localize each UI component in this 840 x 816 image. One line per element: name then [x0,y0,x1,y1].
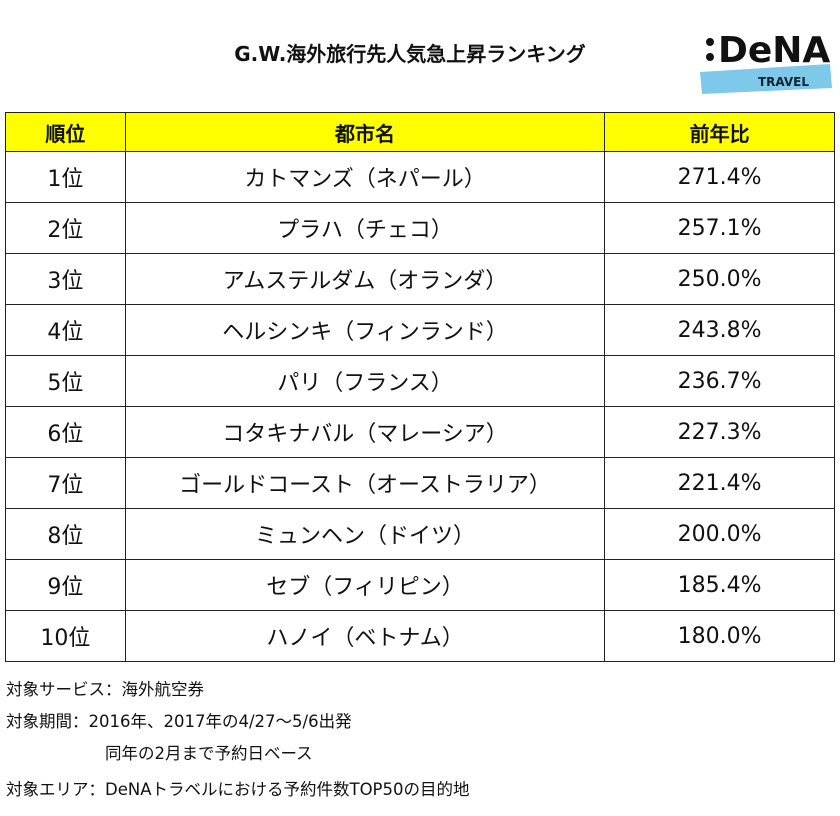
table-cell: 243.8% [604,304,835,356]
table-cell: 221.4% [604,457,835,509]
note: 同年の2月まで予約日ベース [105,744,313,763]
title: G.W.海外旅行先人気急上昇ランキング [234,42,586,66]
table-cell: コタキナバル（マレーシア） [124,406,606,458]
table-row: 4位 ヘルシンキ（フィンランド） 243.8% [5,304,835,356]
table-row: 9位 セブ（フィリピン） 185.4% [5,559,835,611]
table-cell: ミュンヘン（ドイツ） [124,508,606,560]
table-row: 7位 ゴールドコースト（オーストラリア） 221.4% [5,457,835,509]
table-cell: 8位 [5,508,126,560]
table-cell: 1位 [5,151,126,203]
logo-dot [706,38,714,46]
table-cell: 5位 [5,355,126,407]
table-cell: ヘルシンキ（フィンランド） [124,304,606,356]
table-cell: 2位 [5,202,126,254]
table-row: 6位 コタキナバル（マレーシア） 227.3% [5,406,835,458]
table-cell: 180.0% [604,610,835,662]
table-row: 1位 カトマンズ（ネパール） 271.4% [5,151,835,203]
table-cell: 6位 [5,406,126,458]
table-row: 5位 パリ（フランス） 236.7% [5,355,835,407]
logo-sub: TRAVEL [758,75,809,89]
table-cell: 271.4% [604,151,835,203]
table-cell: 7位 [5,457,126,509]
table-cell: 250.0% [604,253,835,305]
column-header: 順位 [5,112,126,152]
table-cell: 9位 [5,559,126,611]
table-cell: ハノイ（ベトナム） [124,610,606,662]
table-row: 3位 アムステルダム（オランダ） 250.0% [5,253,835,305]
logo-dot [706,53,714,61]
table-cell: 227.3% [604,406,835,458]
table-cell: 185.4% [604,559,835,611]
table-cell: 257.1% [604,202,835,254]
logo: DeNA TRAVEL [700,30,832,94]
table-row: 8位 ミュンヘン（ドイツ） 200.0% [5,508,835,560]
column-header: 前年比 [604,112,835,152]
table-cell: プラハ（チェコ） [124,202,606,254]
ranking-table: 順位 都市名 前年比 1位 カトマンズ（ネパール） 271.4% 2位 プラハ（チェコ） 25… [5,112,835,662]
note: 対象サービス：海外航空券 [6,680,204,699]
table-row: 10位 ハノイ（ベトナム） 180.0% [5,610,835,662]
header-row: 順位 都市名 前年比 [5,112,835,152]
table-cell: 3位 [5,253,126,305]
table-cell: 4位 [5,304,126,356]
logo-brand: DeNA [718,30,830,71]
table-cell: パリ（フランス） [124,355,606,407]
table-cell: 200.0% [604,508,835,560]
table-cell: 236.7% [604,355,835,407]
table-cell: ゴールドコースト（オーストラリア） [124,457,606,509]
table-cell: セブ（フィリピン） [124,559,606,611]
note: 対象エリア：DeNAトラベルにおける予約件数TOP50の目的地 [6,780,470,799]
table-body: 1位 カトマンズ（ネパール） 271.4% 2位 プラハ（チェコ） 257.1% 3位 アムス… [5,151,835,662]
column-header: 都市名 [124,112,606,152]
table-row: 2位 プラハ（チェコ） 257.1% [5,202,835,254]
table-cell: 10位 [5,610,126,662]
note: 対象期間：2016年、2017年の4/27～5/6出発 [6,712,352,731]
logo-band [700,64,832,94]
table-cell: アムステルダム（オランダ） [124,253,606,305]
table-cell: カトマンズ（ネパール） [124,151,606,203]
